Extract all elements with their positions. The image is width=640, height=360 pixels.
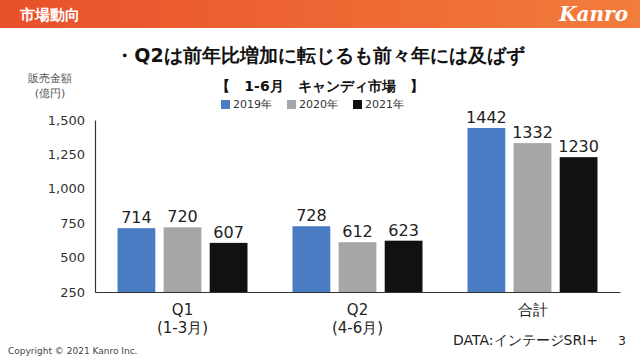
legend-swatch	[353, 100, 362, 109]
bar	[293, 226, 331, 292]
y-tick: 1,250	[48, 147, 95, 162]
data-label: 612	[342, 222, 373, 241]
x-axis-line	[96, 292, 621, 293]
y-axis: 250 500 750 1,000 1,250 1,500	[48, 113, 96, 300]
bar	[210, 243, 248, 292]
data-label: 720	[167, 207, 198, 226]
data-label: 714	[121, 208, 152, 227]
x-tick: 合計	[518, 292, 548, 319]
legend-label: 2020年	[299, 98, 338, 111]
bar	[514, 143, 552, 292]
x-tick-label-line: (4-6月)	[332, 319, 383, 337]
x-tick-label-line: Q1	[172, 301, 193, 319]
y-tick-label: 750	[60, 216, 85, 231]
x-tick-label-line: Q2	[347, 301, 368, 319]
bar	[468, 128, 506, 292]
y-tick: 250	[60, 285, 95, 300]
y-tick-label: 1,500	[48, 113, 85, 128]
y-axis-title: 販売金額 (億円)	[28, 72, 72, 100]
data-source: DATA:インテージSRI+	[453, 332, 598, 348]
data-label: 1332	[512, 123, 553, 142]
y-tick-label: 1,000	[48, 181, 85, 196]
data-label: 623	[388, 221, 419, 240]
legend: 2019年 2020年 2021年	[221, 98, 404, 111]
copyright: Copyright © 2021 Kanro Inc.	[8, 346, 137, 356]
header-bar	[0, 0, 640, 28]
y-tick: 500	[60, 250, 95, 265]
bar	[339, 242, 377, 292]
bars	[118, 128, 598, 292]
chart-subtitle: 【 1-6月 キャンディ市場 】	[216, 78, 423, 94]
data-labels: 714 728 1442 720 612 1332 607 623 1230	[121, 108, 599, 242]
chart-title: ・Q2は前年比増加に転じるも前々年には及ばず	[115, 44, 524, 67]
x-tick-label: 合計	[518, 301, 548, 319]
legend-label: 2021年	[365, 98, 404, 111]
legend-swatch	[287, 100, 296, 109]
legend-swatch	[221, 100, 230, 109]
x-tick: Q2(4-6月)	[332, 292, 383, 337]
x-tick-label: Q1(1-3月)	[157, 301, 208, 337]
header-title: 市場動向	[19, 6, 80, 24]
y-tick-label: 250	[60, 285, 85, 300]
y-tick-label: 500	[60, 250, 85, 265]
bar	[385, 241, 423, 292]
y-axis-title-line: 販売金額	[28, 72, 72, 85]
y-axis-title-line: (億円)	[35, 87, 66, 100]
y-tick-label: 1,250	[48, 147, 85, 162]
bar	[118, 228, 156, 292]
legend-label: 2019年	[233, 98, 272, 111]
y-tick: 750	[60, 216, 95, 231]
bar	[164, 227, 202, 292]
x-axis: Q1(1-3月) Q2(4-6月) 合計	[96, 292, 621, 337]
slide: 市場動向 Kanro ・Q2は前年比増加に転じるも前々年には及ばず【 1-6月 キャ…	[0, 0, 640, 360]
y-tick: 1,000	[48, 181, 95, 196]
data-label: 1442	[466, 108, 507, 127]
y-axis-line	[95, 121, 96, 293]
x-tick-label-line: 合計	[518, 301, 548, 319]
data-label: 607	[213, 223, 244, 242]
x-tick-label-line: (1-3月)	[157, 319, 208, 337]
x-tick: Q1(1-3月)	[157, 292, 208, 337]
data-label: 728	[296, 206, 327, 225]
page-number: 3	[618, 334, 626, 348]
x-tick-label: Q2(4-6月)	[332, 301, 383, 337]
logo: Kanro	[558, 2, 628, 26]
bar	[560, 157, 598, 292]
y-tick: 1,500	[48, 113, 95, 128]
data-label: 1230	[558, 137, 599, 156]
